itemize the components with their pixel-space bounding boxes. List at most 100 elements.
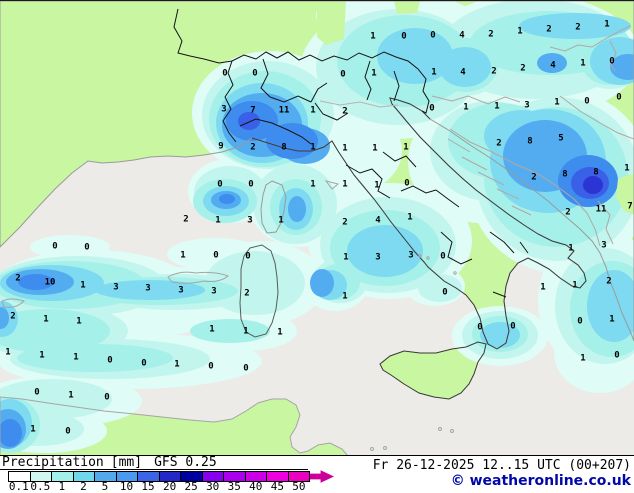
legend-tick-label: 5 (101, 480, 109, 493)
precip-value: 1 (572, 281, 577, 291)
forecast-timestamp: Fr 26-12-2025 12..15 UTC (00+207) (372, 458, 631, 473)
legend-color-cell (52, 472, 74, 481)
precip-value: 0 (245, 252, 250, 262)
precip-value: 2 (183, 215, 188, 225)
precip-value: 0 (609, 57, 614, 67)
precip-value: 2 (491, 67, 496, 77)
legend-color-cell (116, 472, 138, 481)
precip-value: 4 (375, 216, 381, 226)
legend-tick-label: 45 (270, 480, 284, 493)
precip-value: 1 (624, 164, 629, 174)
precip-value: 3 (601, 241, 606, 251)
precip-value: 11 (279, 106, 290, 116)
legend-tick-label: 25 (184, 480, 198, 493)
precip-value: 1 (5, 348, 10, 358)
precip-value: 1 (76, 317, 81, 327)
legend-color-cell (30, 472, 52, 481)
precip-value: 1 (209, 325, 214, 335)
colorbar-labels: 0.1 0.5 1 2 5 10 15 20 25 30 35 40 45 50 (8, 480, 310, 493)
precip-value: 0 (401, 32, 406, 42)
precip-value: 0 (430, 31, 435, 41)
precip-value: 1 (73, 353, 78, 363)
legend-title-row: Precipitation [mm] GFS 0.25 (0, 456, 308, 470)
precip-value: 8 (562, 170, 567, 180)
precip-value: 0 (577, 317, 582, 327)
copyright-text: © weatheronline.co.uk (450, 473, 631, 489)
precip-value: 2 (10, 312, 15, 322)
legend-title: Precipitation (2, 455, 104, 470)
colorbar (8, 471, 310, 482)
precip-value: 3 (221, 105, 226, 115)
coastline-layer (0, 1, 634, 456)
dry-land-patches (317, 1, 634, 215)
precip-value: 1 (310, 143, 315, 153)
legend-tick-label: 10 (119, 480, 134, 493)
precip-value: 1 (463, 103, 468, 113)
precip-value: 2 (250, 143, 255, 153)
precip-layer (0, 1, 634, 453)
legend-color-cell (73, 472, 95, 481)
precip-value: 0 (252, 69, 257, 79)
legend-color-cell (159, 472, 181, 481)
precip-value: 0 (222, 69, 227, 79)
precip-value: 2 (342, 218, 347, 228)
precip-value: 11 (596, 205, 607, 215)
precip-value: 2 (488, 30, 493, 40)
precip-value: 1 (39, 351, 44, 361)
precip-value: 2 (565, 208, 570, 218)
precip-value: 3 (375, 253, 380, 263)
precip-value: 1 (604, 20, 609, 30)
precip-value: 8 (593, 168, 598, 178)
colorbar-row (8, 470, 335, 483)
precip-value: 0 (616, 93, 621, 103)
precip-value: 0 (141, 359, 146, 369)
precip-value: 2 (15, 274, 20, 284)
map-canvas: 1 0 0 4 2 1 2 2 10 0 0 1 1 4 2 2 4 1 03 7 11 1 2 0 1 1 3 1 0 09 2 8 1 1 1 1… (0, 1, 634, 456)
legend-tick-label: 50 (292, 480, 306, 493)
precip-value: 2 (546, 25, 551, 35)
border-layer (173, 8, 634, 298)
legend-color-cell (181, 472, 203, 481)
precip-value: 0 (104, 393, 109, 403)
precip-value: 1 (580, 59, 585, 69)
precip-value: 0 (243, 364, 248, 374)
precip-value: 3 (211, 287, 216, 297)
precip-value: 0 (440, 252, 445, 262)
precip-value: 0 (442, 288, 447, 298)
precip-value: 1 (277, 328, 282, 338)
precipitation-map: 1 0 0 4 2 1 2 2 1 0 0 0 1 1 4 2 2 4 1 0 3 7 11 1 2 0 1 1 3 1 0 0 9 2 8 1 1 1 1… (0, 0, 634, 456)
precip-value: 0 (84, 243, 89, 253)
precip-value: 0 (208, 362, 213, 372)
values-layer: 1 0 0 4 2 1 2 2 10 0 0 1 1 4 2 2 4 1 03 7 11 1 2 0 1 1 3 1 0 09 2 8 1 1 1 1… (5, 20, 632, 437)
precip-value: 1 (243, 327, 248, 337)
precip-value: 2 (531, 173, 536, 183)
precip-value: 3 (524, 101, 529, 111)
legend-color-cell (202, 472, 224, 481)
precip-value: 1 (554, 98, 559, 108)
legend-color-cell (95, 472, 117, 481)
precip-value: 0 (584, 97, 589, 107)
precip-value: 1 (372, 144, 377, 154)
legend-color-cell (224, 472, 246, 481)
precip-value: 1 (609, 315, 614, 325)
precip-value: 0 (107, 356, 112, 366)
precip-value: 1 (43, 315, 48, 325)
legend-tick-label: 20 (162, 480, 177, 493)
precip-value: 2 (244, 289, 249, 299)
precip-value: 2 (606, 277, 611, 287)
precip-value: 0 (614, 351, 619, 361)
precip-value: 1 (540, 283, 545, 293)
precip-value: 0 (429, 104, 434, 114)
precip-value: 1 (342, 180, 347, 190)
precip-value: 1 (403, 143, 408, 153)
precip-value: 0 (404, 179, 409, 189)
precip-value: 0 (52, 242, 57, 252)
legend-tick-label: 0.1 (8, 480, 29, 493)
precip-value: 1 (30, 425, 35, 435)
legend-tick-label: 35 (227, 480, 241, 493)
precip-value: 1 (517, 27, 522, 37)
precip-value: 1 (180, 251, 185, 261)
precip-value: 3 (113, 283, 118, 293)
precip-value: 1 (310, 180, 315, 190)
